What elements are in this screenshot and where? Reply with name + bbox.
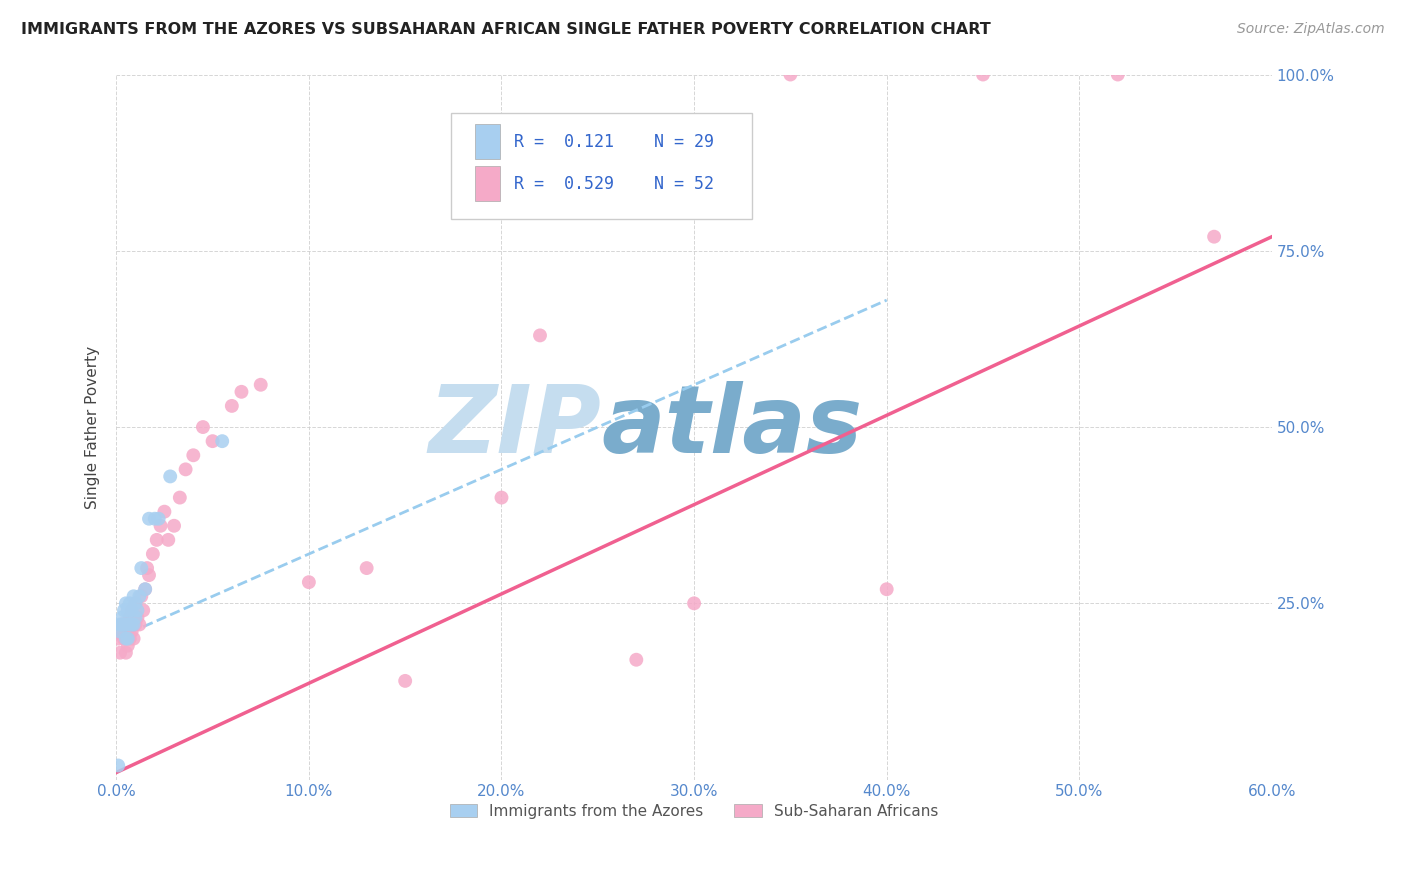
Point [491,491,513,505]
Point [107,758,129,772]
Point [118,617,141,632]
Point [111,617,134,632]
Point [122,617,145,632]
Point [124,596,146,610]
Point [121,617,143,632]
Point [972,68,994,82]
Text: atlas: atlas [602,381,863,473]
Point [117,639,139,653]
Point [148,512,170,526]
Point [112,603,135,617]
Point [108,646,131,660]
Point [127,603,149,617]
Point [138,568,160,582]
Point [626,653,648,667]
Point [683,596,706,610]
Point [121,603,143,617]
Text: R =  0.529    N = 52: R = 0.529 N = 52 [513,175,714,193]
Point [131,589,153,603]
Point [124,617,146,632]
Y-axis label: Single Father Poverty: Single Father Poverty [86,345,100,508]
Point [115,617,138,632]
Point [132,603,155,617]
Point [157,533,180,547]
Point [153,505,176,519]
Point [118,632,141,646]
Point [181,448,204,462]
Point [111,610,134,624]
Point [134,582,156,597]
Point [142,547,165,561]
Point [112,632,135,646]
Point [1107,68,1129,82]
Point [159,469,181,483]
Point [111,617,134,632]
Legend: Immigrants from the Azores, Sub-Saharan Africans: Immigrants from the Azores, Sub-Saharan … [444,797,945,825]
Point [121,624,143,639]
Point [529,328,551,343]
Point [876,582,898,597]
Point [191,420,214,434]
Point [111,624,134,639]
Point [115,646,138,660]
Point [211,434,233,449]
FancyBboxPatch shape [451,113,752,219]
Point [201,434,224,449]
Point [779,68,801,82]
Point [108,617,131,632]
Point [394,673,416,688]
Point [107,632,129,646]
Point [122,632,145,646]
Point [124,596,146,610]
Point [122,589,145,603]
Point [117,617,139,632]
Point [112,617,135,632]
Text: Source: ZipAtlas.com: Source: ZipAtlas.com [1237,22,1385,37]
Point [221,399,243,413]
Point [115,632,138,646]
FancyBboxPatch shape [474,166,501,202]
Point [118,596,141,610]
FancyBboxPatch shape [474,124,501,159]
Point [249,377,271,392]
Point [112,617,135,632]
Point [121,603,143,617]
Text: R =  0.121    N = 29: R = 0.121 N = 29 [513,133,714,151]
Point [117,632,139,646]
Point [136,561,159,575]
Text: IMMIGRANTS FROM THE AZORES VS SUBSAHARAN AFRICAN SINGLE FATHER POVERTY CORRELATI: IMMIGRANTS FROM THE AZORES VS SUBSAHARAN… [21,22,991,37]
Point [108,624,131,639]
Point [117,617,139,632]
Point [122,610,145,624]
Point [118,610,141,624]
Point [124,610,146,624]
Point [138,512,160,526]
Point [134,582,156,597]
Point [117,603,139,617]
Point [356,561,378,575]
Point [298,575,321,590]
Point [115,596,138,610]
Point [128,589,150,603]
Point [128,617,150,632]
Text: ZIP: ZIP [429,381,602,473]
Point [231,384,253,399]
Point [143,512,166,526]
Point [127,610,149,624]
Point [163,518,186,533]
Point [169,491,191,505]
Point [174,462,197,476]
Point [131,561,153,575]
Point [1204,229,1226,244]
Point [115,632,138,646]
Point [145,533,167,547]
Point [149,518,172,533]
